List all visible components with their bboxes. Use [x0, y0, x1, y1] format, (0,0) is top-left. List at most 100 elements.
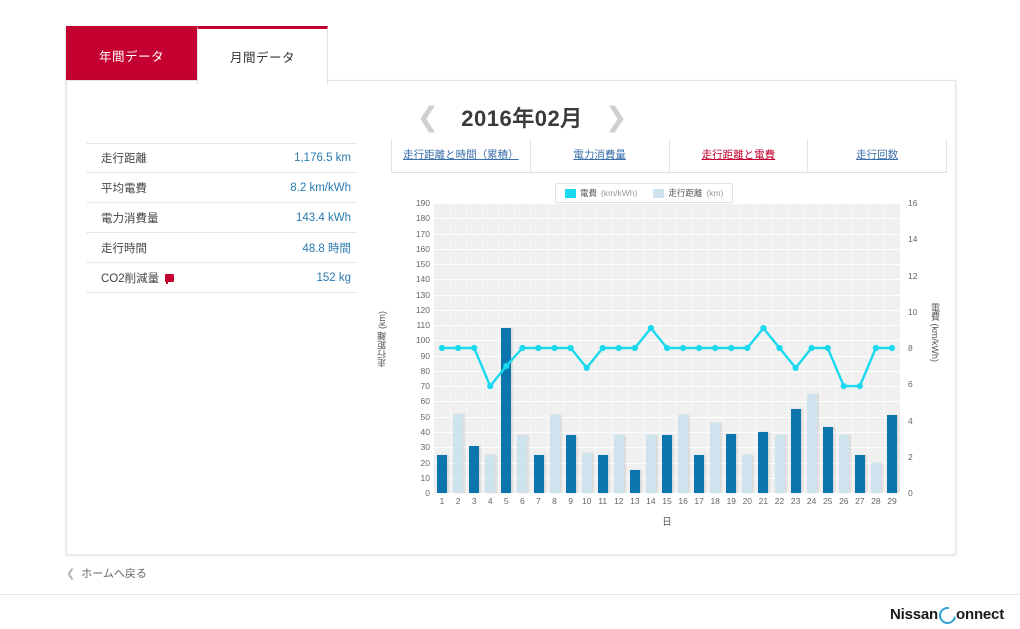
subtab-power-consumption[interactable]: 電力消費量 [531, 139, 670, 172]
y-left-tick-190: 190 [415, 198, 430, 208]
chevron-right-icon[interactable]: ❯ [604, 101, 628, 133]
line-point-day-7[interactable] [535, 344, 542, 352]
line-point-day-23[interactable] [792, 364, 799, 371]
subtab-power-consumption-label: 電力消費量 [573, 149, 626, 161]
chevron-left-icon[interactable]: ❮ [416, 101, 440, 133]
summary-label-co2-reduction: CO2削減量 [101, 270, 175, 286]
bar-day-18[interactable] [710, 422, 721, 493]
subtab-distance-and-time[interactable]: 走行距離と時間（累積） [391, 139, 531, 172]
bar-day-8[interactable] [549, 415, 560, 493]
subtab-trip-count[interactable]: 走行回数 [808, 139, 947, 172]
bar-day-6[interactable] [517, 435, 528, 493]
line-point-day-18[interactable] [712, 344, 719, 352]
x-tick-14: 14 [646, 496, 656, 506]
line-point-day-12[interactable] [615, 344, 622, 352]
bar-day-23[interactable] [790, 409, 801, 493]
line-point-day-3[interactable] [471, 344, 478, 352]
bar-day-4[interactable] [485, 454, 496, 493]
bar-day-21[interactable] [758, 431, 769, 493]
legend-label-efficiency: 電費 [580, 188, 598, 198]
legend-unit-distance: (km) [706, 188, 724, 198]
bar-day-12[interactable] [613, 435, 624, 493]
line-point-day-1[interactable] [438, 344, 446, 352]
line-point-day-29[interactable] [888, 344, 896, 352]
bar-day-5[interactable] [501, 328, 512, 493]
x-tick-15: 15 [662, 496, 672, 506]
vertical-gridline [803, 203, 805, 493]
bar-day-17[interactable] [694, 454, 705, 493]
line-point-day-15[interactable] [663, 344, 671, 352]
line-point-day-11[interactable] [599, 344, 606, 352]
bar-day-26[interactable] [838, 435, 849, 493]
y-left-tick-80: 80 [420, 365, 430, 376]
bar-day-1[interactable] [437, 454, 448, 493]
x-tick-20: 20 [742, 496, 753, 506]
y-left-tick-170: 170 [415, 228, 430, 239]
line-point-day-8[interactable] [551, 344, 558, 352]
x-tick-22: 22 [774, 496, 785, 506]
line-point-day-26[interactable] [840, 383, 847, 390]
bar-day-11[interactable] [597, 454, 608, 493]
y-axis-left-ticks: 0 10 20 30 40 50 60 70 80 90 100 110 120 130 140 150 160… [396, 198, 430, 498]
bar-day-15[interactable] [662, 435, 672, 493]
vertical-gridline [514, 203, 516, 493]
bar-day-20[interactable] [742, 454, 753, 493]
line-point-day-13[interactable] [631, 344, 638, 352]
line-point-day-22[interactable] [776, 344, 783, 352]
tab-monthly-data[interactable]: 月間データ [197, 26, 328, 84]
back-to-home-link[interactable]: ❮ ホームへ戻る [66, 565, 147, 581]
line-point-day-17[interactable] [696, 344, 703, 352]
line-point-day-6[interactable] [519, 344, 526, 352]
summary-row-avg-efficiency: 平均電費 8.2 km/kWh [87, 173, 357, 203]
tab-yearly-data[interactable]: 年間データ [66, 26, 197, 84]
subtab-distance-and-efficiency[interactable]: 走行距離と電費 [670, 139, 809, 172]
bar-day-24[interactable] [806, 393, 817, 493]
bar-day-9[interactable] [565, 435, 576, 493]
line-point-day-2[interactable] [455, 344, 462, 352]
bar-day-10[interactable] [581, 453, 592, 493]
bar-day-2[interactable] [453, 413, 464, 493]
line-point-day-16[interactable] [680, 344, 687, 352]
line-point-day-5[interactable] [503, 363, 510, 370]
x-tick-21: 21 [758, 496, 769, 506]
x-axis-ticks: 1 2 3 4 5 6 7 8 9 10 11 12 13 14 15 16 17 18 19 20 21 22 23 24 2… [434, 496, 900, 510]
summary-row-driving-time: 走行時間 48.8 時間 [87, 233, 357, 263]
line-point-day-14[interactable] [647, 325, 654, 332]
y-right-tick-2: 2 [908, 451, 913, 462]
summary-row-co2-reduction: CO2削減量 152 kg [87, 263, 357, 293]
line-point-day-4[interactable] [487, 383, 494, 390]
bar-day-19[interactable] [726, 433, 737, 493]
y-axis-right-title: 電費 (km/kWh) [930, 303, 940, 362]
bar-day-14[interactable] [645, 435, 656, 493]
bar-day-28[interactable] [870, 462, 881, 493]
vertical-gridline [642, 203, 644, 493]
bar-day-13[interactable] [629, 470, 640, 493]
line-point-day-21[interactable] [760, 325, 767, 332]
subtab-trip-count-label: 走行回数 [856, 149, 899, 161]
x-tick-13: 13 [630, 496, 640, 506]
y-right-tick-12: 12 [908, 270, 918, 281]
line-point-day-27[interactable] [856, 383, 863, 390]
y-left-tick-100: 100 [415, 335, 430, 346]
bar-day-3[interactable] [469, 445, 480, 493]
y-left-tick-110: 110 [416, 320, 430, 331]
summary-value-co2-reduction: 152 kg [316, 271, 351, 284]
x-tick-3: 3 [471, 496, 477, 506]
bar-day-25[interactable] [822, 427, 833, 493]
bar-day-16[interactable] [678, 415, 689, 493]
line-point-day-20[interactable] [744, 344, 751, 352]
line-point-day-9[interactable] [567, 344, 574, 352]
line-point-day-28[interactable] [872, 344, 879, 352]
bar-day-7[interactable] [533, 454, 544, 493]
x-tick-29: 29 [887, 496, 897, 506]
chart-container: 電費 (km/kWh) 走行距離 (km) 走行距離 (km) 電費 (km/k… [377, 181, 947, 541]
line-point-day-25[interactable] [824, 344, 831, 352]
line-point-day-19[interactable] [728, 344, 735, 352]
flag-icon [165, 273, 175, 284]
line-point-day-10[interactable] [583, 364, 590, 371]
bar-day-27[interactable] [854, 454, 865, 493]
bar-day-22[interactable] [774, 435, 785, 493]
bar-day-29[interactable] [887, 415, 897, 493]
gridline [434, 340, 900, 342]
line-point-day-24[interactable] [808, 344, 815, 352]
